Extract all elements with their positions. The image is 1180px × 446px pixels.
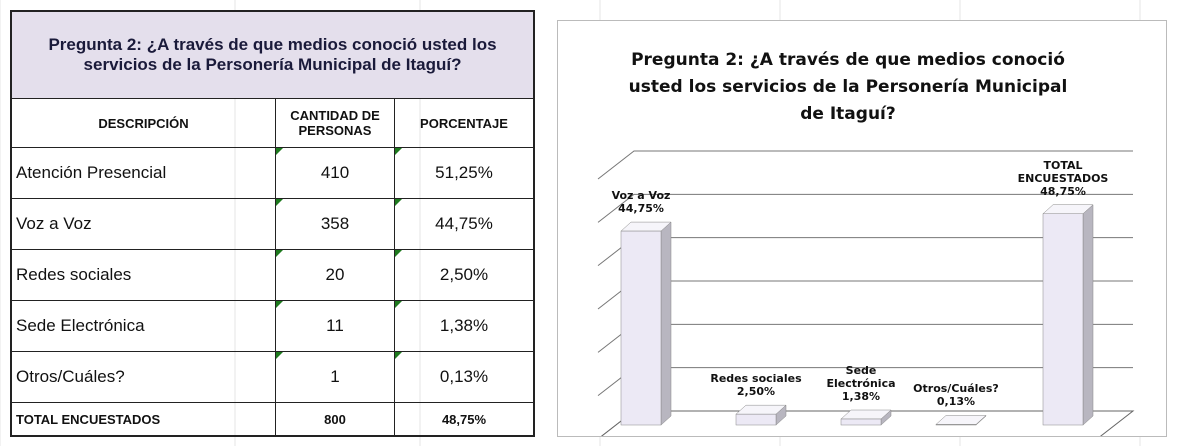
bar [620,230,662,426]
total-row: TOTAL ENCUESTADOS 800 48,75% [10,402,535,437]
plot [597,150,1135,436]
table-title: Pregunta 2: ¿A través de que medios cono… [10,10,535,99]
column-header: DESCRIPCIÓN [10,98,276,148]
grid-line [597,150,1133,180]
category-label: TOTAL ENCUESTADOS [1017,158,1109,185]
bar [840,418,882,426]
total-cell: TOTAL ENCUESTADOS [10,402,276,437]
grid-line [597,193,1133,223]
cell-number: 1 [275,351,395,403]
value-label: 2,50% [736,385,776,399]
table-row: Atención Presencial 410 51,25% [10,147,535,199]
chart: Pregunta 2: ¿A través de que medios cono… [557,20,1167,437]
category-label: Voz a Voz [611,189,671,203]
category-label: Redes sociales [710,372,802,386]
cell-number: 0,13% [394,351,535,403]
bar [935,424,977,426]
data-table: Pregunta 2: ¿A través de que medios cono… [10,10,535,437]
value-label: 44,75% [618,202,664,216]
data-label: Sede Electrónica 1,38% [811,364,911,403]
cell-label: Otros/Cuáles? [10,351,276,403]
bar-side [660,221,672,426]
chart-title: Pregunta 2: ¿A través de que medios cono… [628,50,1068,124]
bar-side [1082,204,1094,426]
table-row: Voz a Voz 358 44,75% [10,198,535,250]
cell-number: 11 [275,300,395,352]
bar [735,413,777,426]
value-label: 1,38% [841,390,881,404]
cell-number: 1,38% [394,300,535,352]
value-label: 48,75% [1040,184,1086,198]
data-label: Redes sociales 2,50% [706,372,806,398]
column-header: CANTIDAD DE PERSONAS [275,98,395,148]
data-label: TOTAL ENCUESTADOS 48,75% [1013,159,1113,198]
table-row: Sede Electrónica 11 1,38% [10,300,535,352]
data-label: Otros/Cuáles? 0,13% [906,382,1006,408]
bar [1042,213,1084,426]
data-label: Voz a Voz 44,75% [591,189,691,215]
cell-number: 51,25% [394,147,535,199]
cell-number: 358 [275,198,395,250]
total-cell: 48,75% [394,402,535,437]
cell-number: 44,75% [394,198,535,250]
value-label: 0,13% [936,395,976,409]
total-cell: 800 [275,402,395,437]
category-label: Otros/Cuáles? [913,382,999,396]
table-row: Redes sociales 20 2,50% [10,249,535,301]
category-label: Sede Electrónica [826,364,896,391]
column-header: PORCENTAJE [394,98,535,148]
table-row: Otros/Cuáles? 1 0,13% [10,351,535,403]
cell-label: Sede Electrónica [10,300,276,352]
cell-label: Atención Presencial [10,147,276,199]
cell-number: 2,50% [394,249,535,301]
cell-number: 20 [275,249,395,301]
cell-label: Redes sociales [10,249,276,301]
cell-label: Voz a Voz [10,198,276,250]
cell-number: 410 [275,147,395,199]
